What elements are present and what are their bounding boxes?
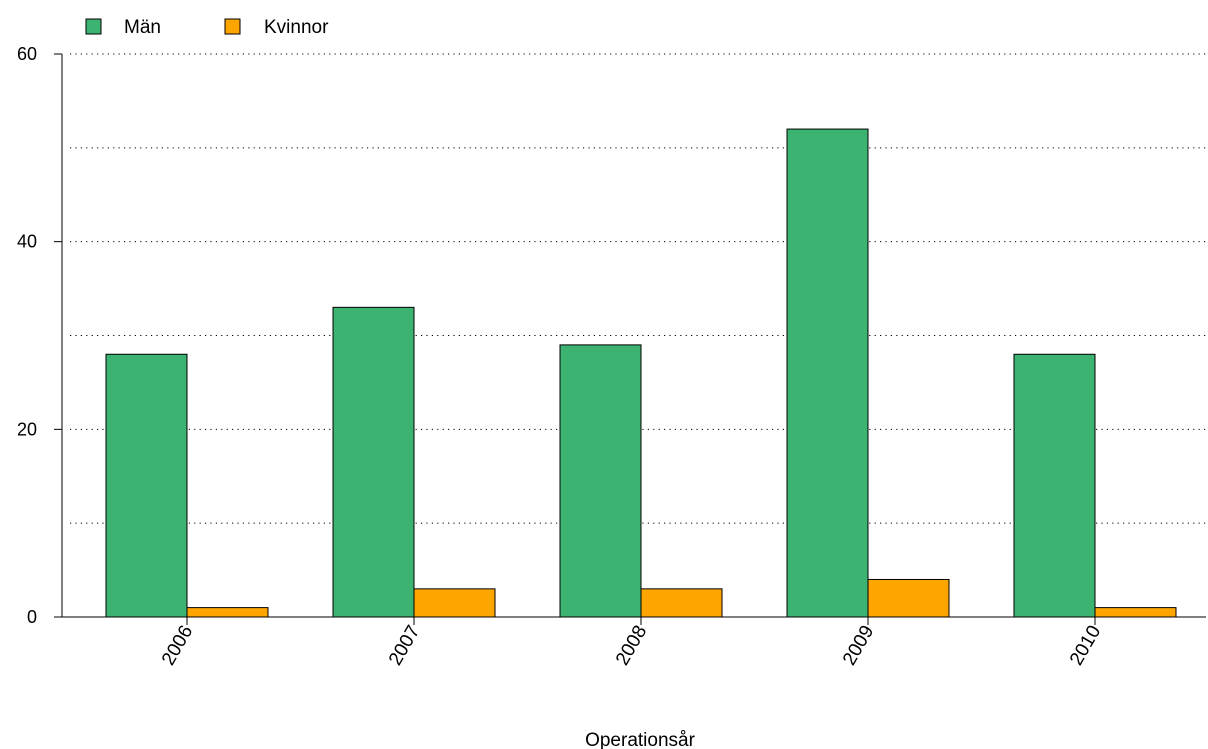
bar-man-2010 xyxy=(1013,353,1096,618)
legend-swatch xyxy=(85,18,102,35)
bars xyxy=(105,128,1177,618)
bar-man-2009 xyxy=(786,128,869,618)
bar-man-2008 xyxy=(559,344,642,618)
y-tick-label: 0 xyxy=(27,607,37,627)
x-tick-label: 2009 xyxy=(839,622,878,669)
legend-label: Kvinnor xyxy=(264,17,329,38)
bar-kvinnor-2010 xyxy=(1094,607,1177,618)
legend-swatch xyxy=(224,18,241,35)
bar-kvinnor-2007 xyxy=(413,588,496,618)
x-tick-label: 2008 xyxy=(612,622,651,669)
bar-man-2007 xyxy=(332,306,415,618)
bar-kvinnor-2006 xyxy=(186,607,269,618)
y-tick-label: 20 xyxy=(17,419,37,439)
y-ticks: 0 20 40 60 xyxy=(17,44,62,627)
axes xyxy=(61,54,1206,618)
x-axis-label: Operationsår xyxy=(585,730,696,749)
x-tick-label: 2010 xyxy=(1066,622,1105,669)
x-ticks: 2006 2007 2008 2009 2010 xyxy=(158,617,1105,669)
bar-man-2006 xyxy=(105,353,188,618)
x-tick-label: 2006 xyxy=(158,622,197,669)
legend: Män Kvinnor xyxy=(85,17,329,38)
y-tick-label: 60 xyxy=(17,44,37,64)
legend-label: Män xyxy=(124,17,161,38)
x-tick-label: 2007 xyxy=(385,622,424,669)
y-tick-label: 40 xyxy=(17,232,37,252)
bar-kvinnor-2008 xyxy=(640,588,723,618)
bar-kvinnor-2009 xyxy=(867,578,950,618)
